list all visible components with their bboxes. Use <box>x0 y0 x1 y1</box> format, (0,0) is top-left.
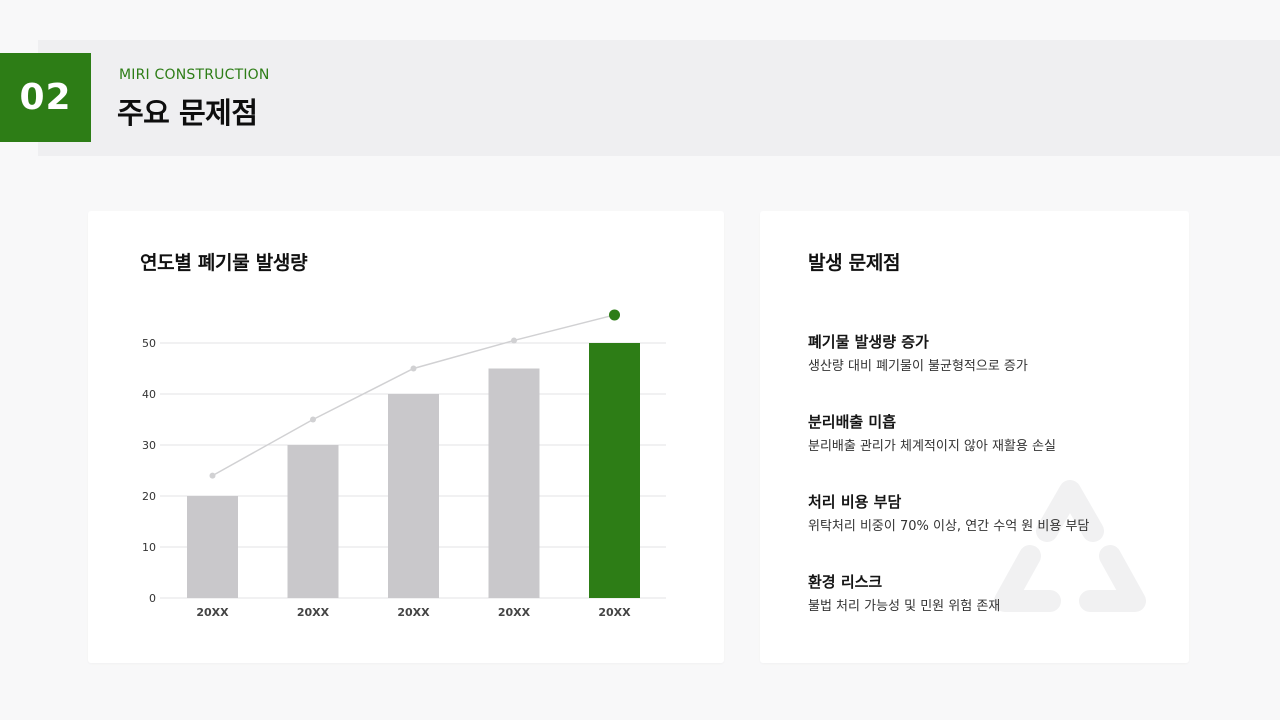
issue-item: 분리배출 미흡 분리배출 관리가 체계적이지 않아 재활용 손실 <box>808 412 1089 492</box>
recycle-icon <box>994 480 1146 612</box>
issue-title: 폐기물 발생량 증가 <box>808 333 929 351</box>
issue-list: 폐기물 발생량 증가 생산량 대비 폐기물이 불균형적으로 증가 분리배출 미흡… <box>808 332 1089 652</box>
y-tick-label: 0 <box>149 592 156 605</box>
issue-title: 환경 리스크 <box>808 573 883 591</box>
issues-title: 발생 문제점 <box>808 252 901 274</box>
trend-point <box>209 472 216 479</box>
y-tick-label: 40 <box>142 388 156 401</box>
company-name: MIRI CONSTRUCTION <box>119 67 270 83</box>
issue-description: 분리배출 관리가 체계적이지 않아 재활용 손실 <box>808 439 1056 454</box>
chart-card: 연도별 폐기물 발생량 0 10 20 30 40 50 20XX 20XX 20XX 20XX 2… <box>88 211 724 663</box>
section-number-badge: 02 <box>0 53 91 142</box>
bar <box>388 394 439 598</box>
issue-item: 처리 비용 부담 위탁처리 비중이 70% 이상, 연간 수억 원 비용 부담 <box>808 492 1089 572</box>
trend-point <box>310 416 316 423</box>
waste-bar-chart: 0 10 20 30 40 50 20XX 20XX 20XX 20XX 20XX <box>142 309 666 619</box>
y-tick-label: 20 <box>142 490 156 503</box>
issue-description: 불법 처리 가능성 및 민원 위험 존재 <box>808 599 1001 614</box>
issue-description: 생산량 대비 폐기물이 불균형적으로 증가 <box>808 359 1028 374</box>
issues-card: 발생 문제점 폐기물 발생량 증가 생산량 대비 폐기물이 불균형적으로 증가 … <box>760 211 1189 663</box>
trend-point <box>609 309 620 321</box>
bar <box>589 343 640 598</box>
x-tick-label: 20XX <box>397 606 430 619</box>
bar <box>287 445 339 598</box>
issue-item: 환경 리스크 불법 처리 가능성 및 민원 위험 존재 <box>808 572 1089 652</box>
y-tick-label: 50 <box>142 337 156 350</box>
issue-title: 처리 비용 부담 <box>808 493 902 511</box>
header-band <box>38 40 1280 156</box>
x-tick-label: 20XX <box>196 606 229 619</box>
y-tick-label: 10 <box>142 541 156 554</box>
trend-point <box>410 365 417 372</box>
x-tick-label: 20XX <box>598 606 631 619</box>
issue-item: 폐기물 발생량 증가 생산량 대비 폐기물이 불균형적으로 증가 <box>808 332 1089 412</box>
x-tick-label: 20XX <box>297 606 330 619</box>
chart-title: 연도별 폐기물 발생량 <box>140 252 308 274</box>
issue-title: 분리배출 미흡 <box>808 413 897 431</box>
page-title: 주요 문제점 <box>117 96 258 130</box>
trend-point <box>511 337 517 344</box>
bar <box>488 368 540 598</box>
bar <box>187 496 238 598</box>
x-tick-label: 20XX <box>498 606 531 619</box>
y-tick-label: 30 <box>142 439 156 452</box>
issue-description: 위탁처리 비중이 70% 이상, 연간 수억 원 비용 부담 <box>808 519 1090 534</box>
